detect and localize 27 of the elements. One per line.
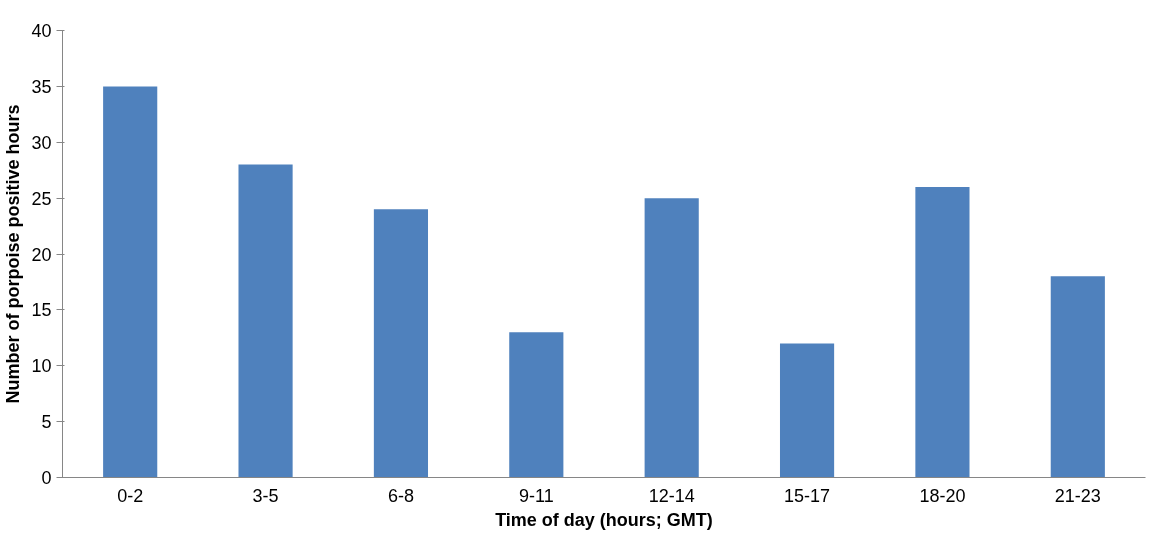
bar — [238, 164, 293, 478]
x-tick-label: 18-20 — [919, 485, 966, 506]
x-tick-label: 3-5 — [252, 485, 279, 506]
y-tick-label: 20 — [31, 244, 52, 265]
bar — [509, 332, 564, 478]
x-tick-label: 12-14 — [648, 485, 695, 506]
bar — [1050, 276, 1105, 478]
x-tick-label: 6-8 — [387, 485, 414, 506]
y-tick-label: 5 — [41, 412, 52, 433]
bar — [915, 186, 970, 478]
x-tick-label: 0-2 — [117, 485, 144, 506]
bar — [644, 198, 699, 478]
x-tick-label: 9-11 — [518, 485, 554, 506]
y-tick-label: 15 — [31, 300, 52, 321]
y-tick-label: 25 — [31, 188, 52, 209]
x-axis-title: Time of day (hours; GMT) — [495, 509, 713, 530]
x-tick-label: 15-17 — [784, 485, 831, 506]
y-tick-label: 40 — [31, 21, 52, 41]
x-tick-label: 21-23 — [1054, 485, 1101, 506]
bar — [373, 209, 429, 478]
y-tick-label: 0 — [41, 468, 52, 488]
y-tick-label: 30 — [31, 132, 52, 153]
y-axis-title: Number of porpoise positive hours — [3, 104, 24, 404]
bar — [103, 86, 158, 478]
y-tick-label: 10 — [31, 356, 52, 377]
y-tick-label: 35 — [31, 76, 52, 97]
bar — [779, 343, 835, 478]
